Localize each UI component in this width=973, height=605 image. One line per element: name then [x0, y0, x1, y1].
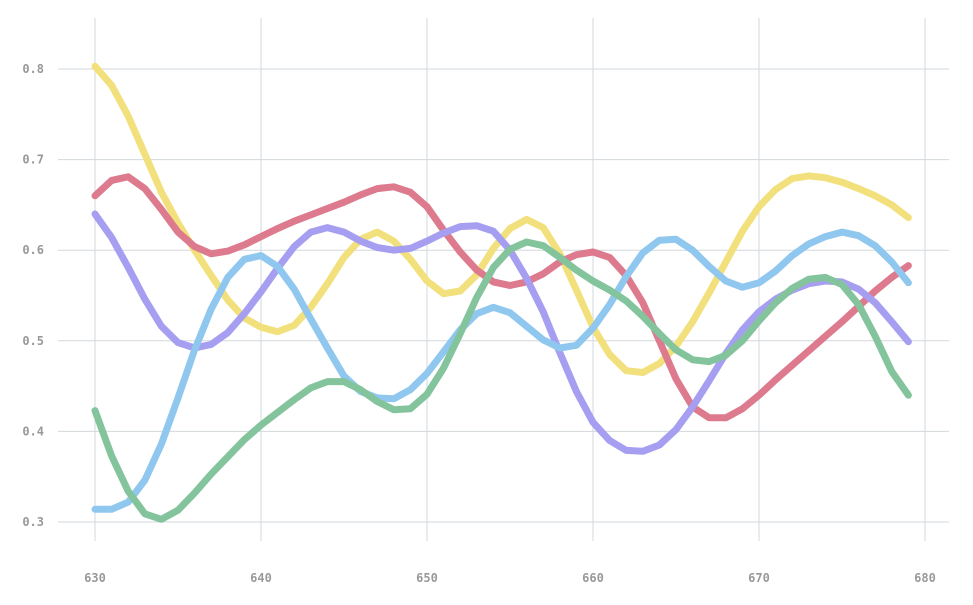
y-axis-tick-labels: 0.3 0.4 0.5 0.6 0.7 0.8 [22, 62, 44, 529]
series-line-5 [91, 238, 912, 523]
x-tick-label: 660 [582, 571, 604, 585]
series-lines [91, 62, 912, 523]
x-axis-tick-labels: 630 640 650 660 670 680 [84, 571, 936, 585]
series-line-2 [91, 173, 912, 422]
y-tick-label: 0.3 [22, 515, 44, 529]
y-tick-label: 0.8 [22, 62, 44, 76]
y-tick-label: 0.4 [22, 424, 44, 438]
y-tick-label: 0.7 [22, 153, 44, 167]
x-tick-label: 630 [84, 571, 106, 585]
horizontal-gridlines [58, 68, 949, 523]
series-line-1 [91, 62, 912, 376]
x-tick-label: 640 [250, 571, 272, 585]
y-tick-label: 0.5 [22, 334, 44, 348]
x-tick-label: 650 [416, 571, 438, 585]
series-line-4 [91, 228, 912, 513]
x-tick-label: 680 [914, 571, 936, 585]
x-tick-label: 670 [748, 571, 770, 585]
y-tick-label: 0.6 [22, 243, 44, 257]
